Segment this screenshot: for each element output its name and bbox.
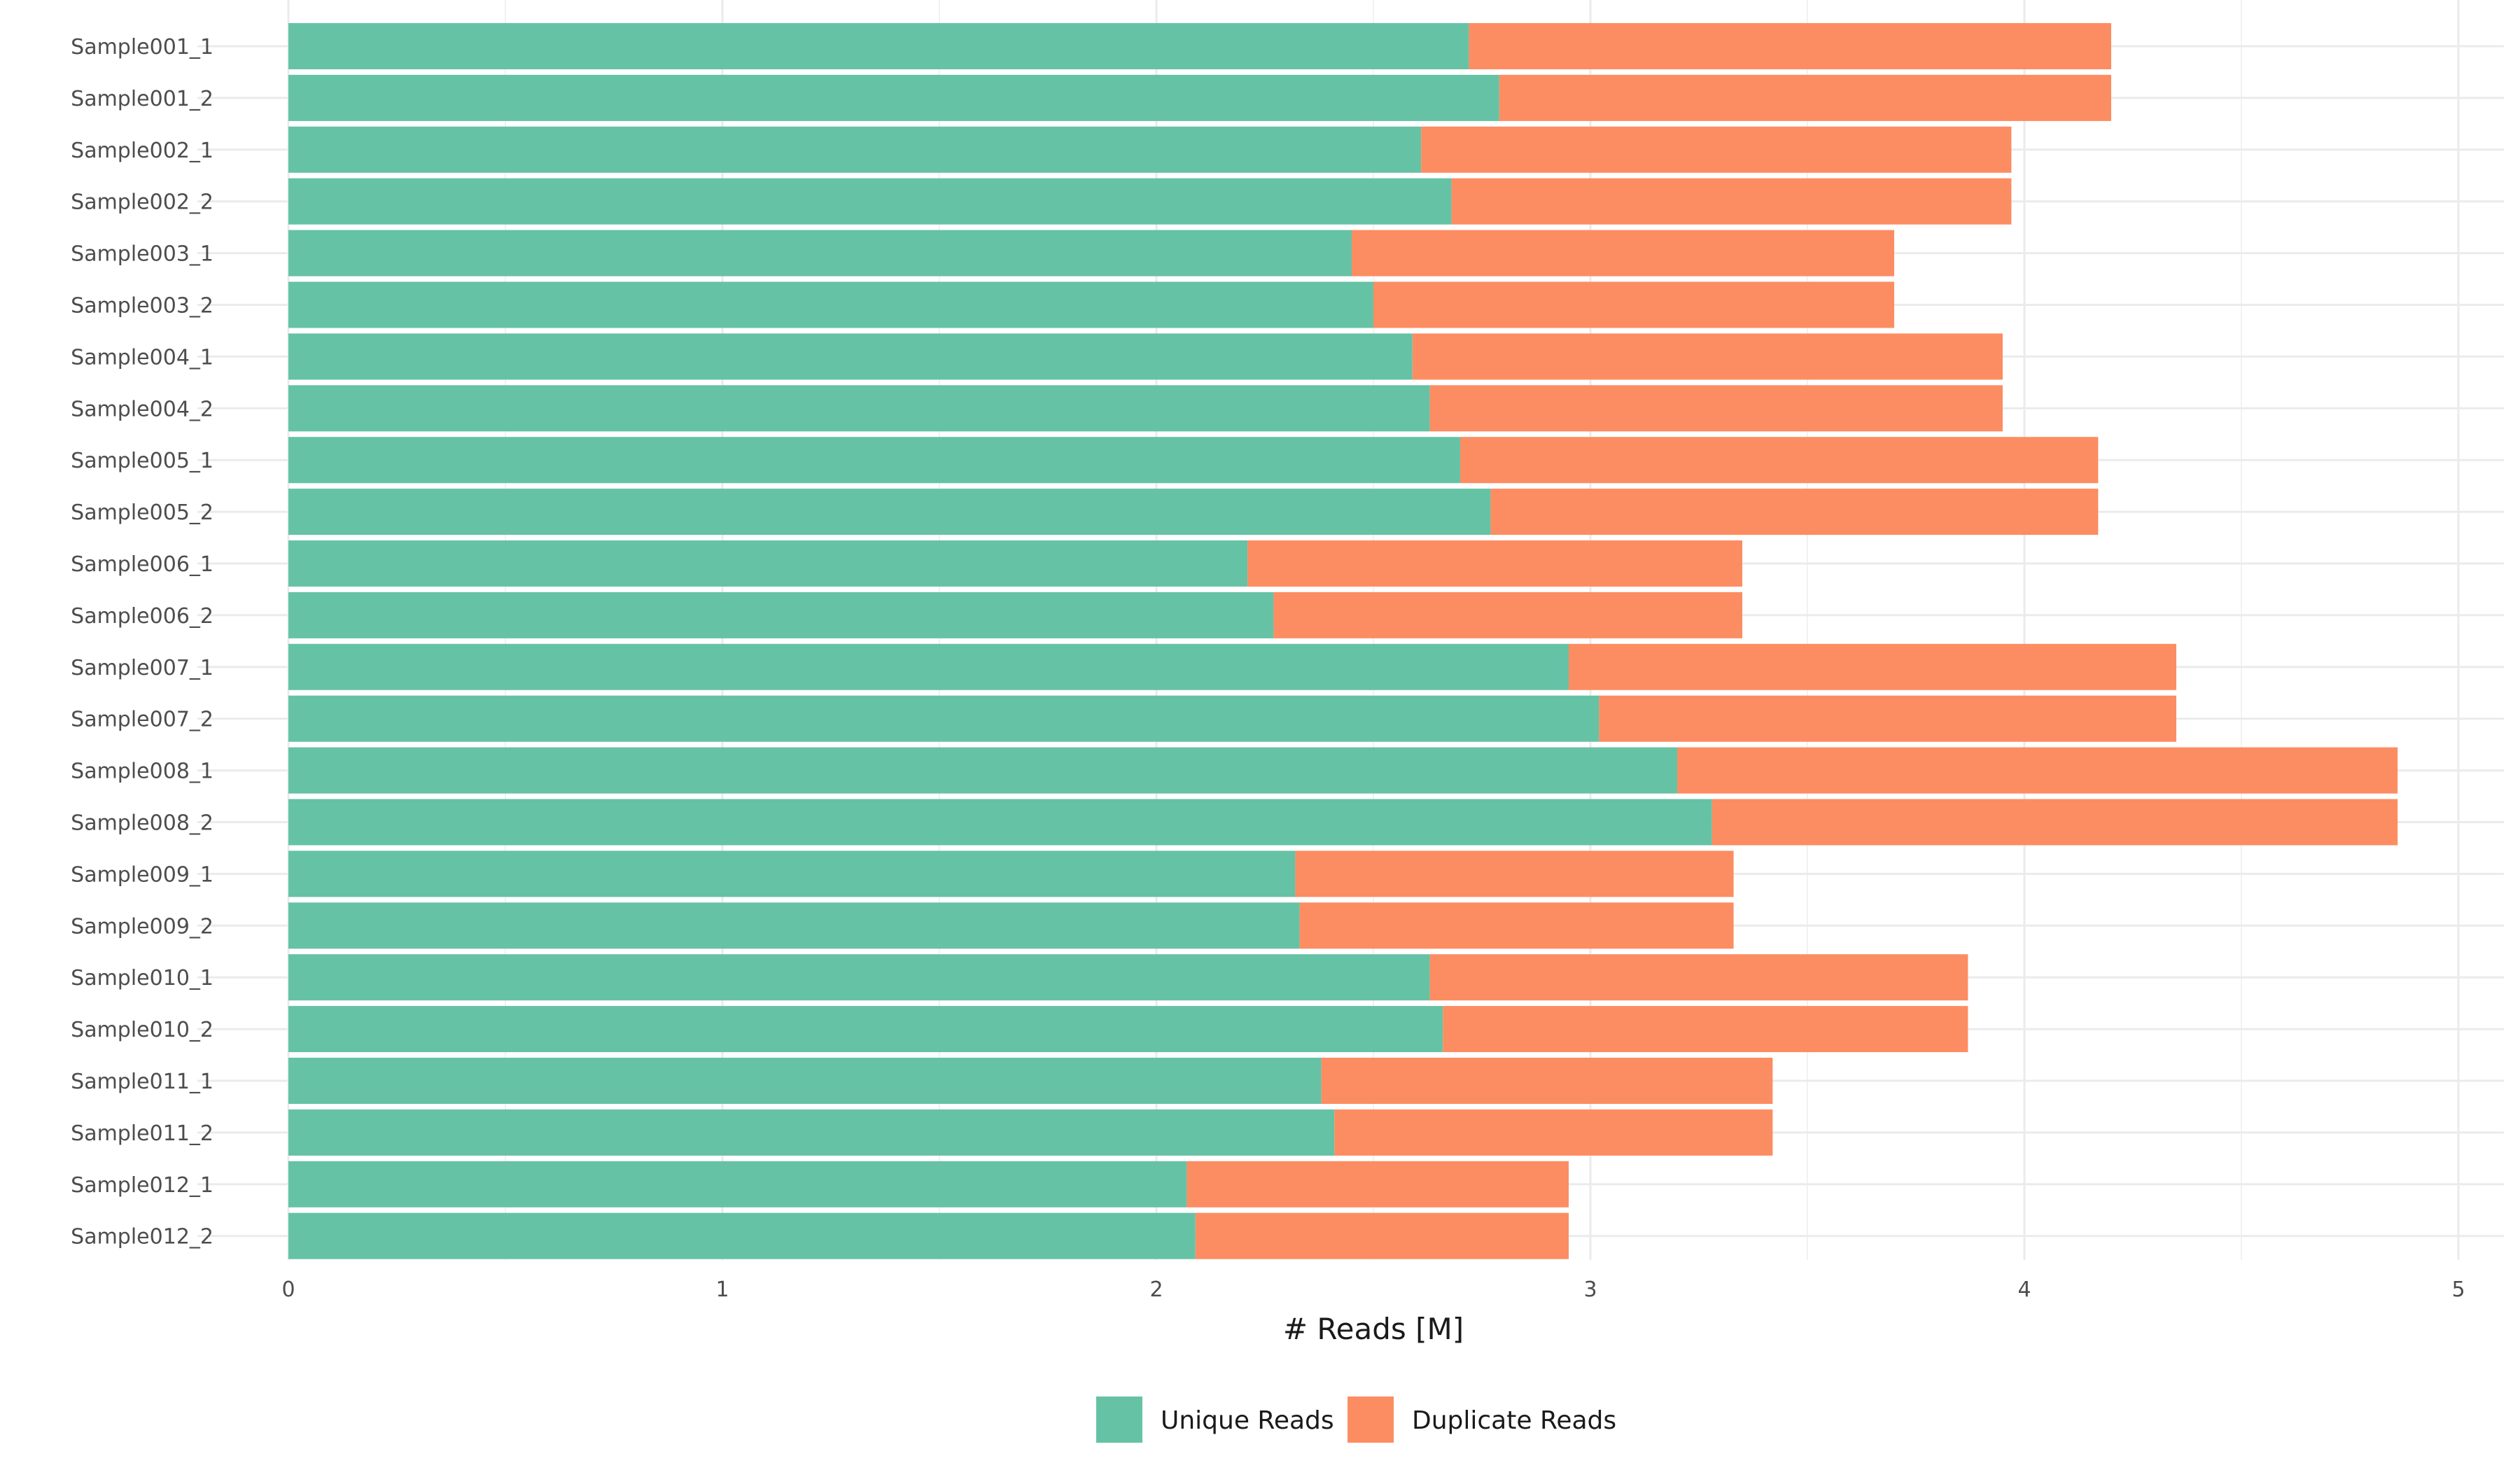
- bar-unique-reads: [288, 74, 1499, 121]
- bar-unique-reads: [288, 695, 1600, 742]
- bar-unique-reads: [288, 1161, 1187, 1208]
- bar-unique-reads: [288, 437, 1460, 484]
- bar-duplicate-reads: [1352, 230, 1894, 276]
- bar-duplicate-reads: [1490, 489, 2099, 536]
- bar-unique-reads: [288, 126, 1422, 173]
- bar-duplicate-reads: [1421, 126, 2012, 173]
- bar-unique-reads: [288, 23, 1469, 69]
- bar-duplicate-reads: [1569, 643, 2176, 690]
- y-tick-label: Sample001_1: [71, 35, 214, 59]
- bar-unique-reads: [288, 281, 1373, 328]
- x-tick-label: 1: [715, 1278, 729, 1302]
- bar-duplicate-reads: [1469, 23, 2111, 69]
- bar-unique-reads: [288, 333, 1413, 380]
- bar-unique-reads: [288, 1212, 1196, 1259]
- bar-duplicate-reads: [1451, 178, 2012, 225]
- legend-label-duplicate-reads: Duplicate Reads: [1412, 1406, 1616, 1435]
- y-tick-label: Sample012_1: [71, 1173, 214, 1198]
- y-tick-label: Sample001_2: [71, 87, 214, 111]
- bar-unique-reads: [288, 1109, 1335, 1156]
- bar-duplicate-reads: [1186, 1161, 1569, 1208]
- bar-unique-reads: [288, 747, 1677, 794]
- bar-unique-reads: [288, 230, 1352, 276]
- y-tick-label: Sample008_2: [71, 811, 214, 836]
- y-tick-label: Sample003_1: [71, 242, 214, 267]
- legend: Unique Reads Duplicate Reads: [1096, 1396, 1616, 1443]
- y-tick-label: Sample004_2: [71, 397, 214, 421]
- x-axis: 0 1 2 3 4 5: [281, 1278, 2465, 1302]
- bar-duplicate-reads: [1677, 747, 2398, 794]
- bar-duplicate-reads: [1299, 902, 1734, 949]
- bar-duplicate-reads: [1295, 850, 1734, 897]
- bar-duplicate-reads: [1429, 954, 1968, 1001]
- bar-duplicate-reads: [1195, 1212, 1569, 1259]
- bar-unique-reads: [288, 799, 1712, 846]
- y-tick-label: Sample006_1: [71, 552, 214, 577]
- bars: [288, 23, 2398, 1259]
- bar-duplicate-reads: [1412, 333, 2003, 380]
- y-tick-label: Sample007_2: [71, 708, 214, 732]
- bar-unique-reads: [288, 540, 1248, 587]
- y-tick-label: Sample004_1: [71, 345, 214, 370]
- y-tick-label: Sample002_1: [71, 139, 214, 163]
- y-tick-label: Sample003_2: [71, 294, 214, 318]
- bar-duplicate-reads: [1334, 1109, 1773, 1156]
- legend-swatch-unique-reads: [1096, 1396, 1142, 1443]
- y-tick-label: Sample006_2: [71, 604, 214, 629]
- y-tick-label: Sample009_2: [71, 914, 214, 939]
- y-tick-label: Sample011_2: [71, 1121, 214, 1146]
- x-tick-label: 5: [2451, 1278, 2465, 1302]
- bar-duplicate-reads: [1499, 74, 2111, 121]
- bar-unique-reads: [288, 902, 1300, 949]
- x-axis-title: # Reads [M]: [1283, 1312, 1464, 1346]
- bar-unique-reads: [288, 643, 1569, 690]
- y-tick-label: Sample009_1: [71, 862, 214, 887]
- y-tick-label: Sample008_1: [71, 760, 214, 784]
- bar-duplicate-reads: [1321, 1058, 1773, 1104]
- x-tick-label: 0: [281, 1278, 295, 1302]
- x-tick-label: 4: [2017, 1278, 2031, 1302]
- y-axis: Sample001_1 Sample001_2 Sample002_1 Sample0…: [71, 35, 214, 1250]
- x-tick-label: 3: [1583, 1278, 1597, 1302]
- y-tick-label: Sample011_1: [71, 1070, 214, 1094]
- legend-label-unique-reads: Unique Reads: [1161, 1406, 1334, 1435]
- bar-duplicate-reads: [1712, 799, 2398, 846]
- bar-unique-reads: [288, 178, 1452, 225]
- y-tick-label: Sample007_1: [71, 656, 214, 680]
- bar-duplicate-reads: [1443, 1006, 1968, 1053]
- y-tick-label: Sample010_2: [71, 1018, 214, 1042]
- bar-unique-reads: [288, 850, 1296, 897]
- y-tick-label: Sample005_2: [71, 500, 214, 525]
- x-tick-label: 2: [1149, 1278, 1163, 1302]
- y-tick-label: Sample012_2: [71, 1225, 214, 1250]
- bar-duplicate-reads: [1373, 281, 1894, 328]
- bar-unique-reads: [288, 489, 1491, 536]
- y-tick-label: Sample010_1: [71, 966, 214, 990]
- bar-duplicate-reads: [1247, 540, 1742, 587]
- y-tick-label: Sample005_1: [71, 449, 214, 473]
- legend-swatch-duplicate-reads: [1348, 1396, 1394, 1443]
- bar-duplicate-reads: [1460, 437, 2099, 484]
- bar-duplicate-reads: [1429, 385, 2003, 432]
- bar-unique-reads: [288, 1006, 1443, 1053]
- y-tick-label: Sample002_2: [71, 190, 214, 215]
- bar-unique-reads: [288, 954, 1430, 1001]
- bar-unique-reads: [288, 592, 1274, 638]
- bar-unique-reads: [288, 385, 1430, 432]
- bar-duplicate-reads: [1599, 695, 2176, 742]
- bar-duplicate-reads: [1273, 592, 1742, 638]
- bar-unique-reads: [288, 1058, 1322, 1104]
